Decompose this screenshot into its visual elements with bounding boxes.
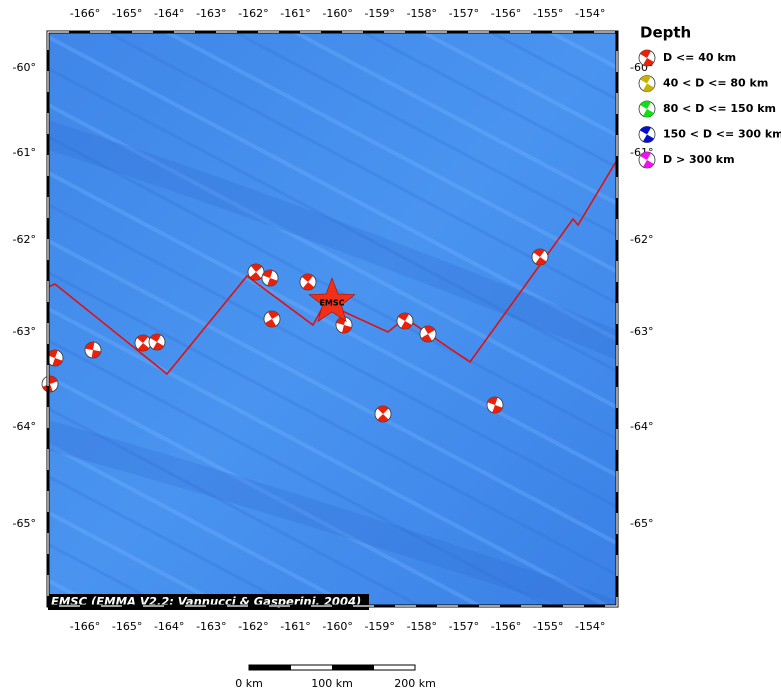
- bottom-label: -164°: [154, 620, 184, 633]
- top-label: -156°: [491, 7, 521, 20]
- bottom-label: -160°: [322, 620, 352, 633]
- beachball-quadrant: [47, 349, 63, 366]
- beachball-quadrant: [42, 375, 58, 392]
- legend-label: 80 < D <= 150 km: [663, 102, 776, 115]
- beachball-quadrant: [398, 313, 412, 329]
- left-label: -65°: [13, 517, 36, 530]
- bottom-label: -162°: [238, 620, 268, 633]
- beachball-quadrant: [640, 126, 654, 143]
- left-label: -60°: [13, 61, 36, 74]
- frame-ticks: [47, 31, 618, 607]
- beachball-quadrant: [136, 334, 150, 351]
- bottom-label: -161°: [280, 620, 310, 633]
- bottom-label: -158°: [407, 620, 437, 633]
- beachball-quadrant: [421, 326, 435, 342]
- bottom-label: -155°: [533, 620, 563, 633]
- top-label: -164°: [154, 7, 184, 20]
- bottom-label: -165°: [112, 620, 142, 633]
- bottom-label: -156°: [491, 620, 521, 633]
- left-label: -62°: [13, 233, 36, 246]
- top-label: -161°: [280, 7, 310, 20]
- beachball-quadrant: [640, 100, 654, 117]
- bathymetry: [48, 32, 617, 606]
- top-label: -162°: [238, 7, 268, 20]
- axis-labels: -166° -165° -164° -163° -162° -161° -160° -159°…: [13, 7, 654, 633]
- scale-label: 0 km: [235, 677, 263, 690]
- beachball-quadrant: [377, 405, 389, 423]
- legend: Depth D <= 40 km 40 < D <= 80 km 80 < D <=…: [638, 24, 781, 169]
- scale-label: 200 km: [394, 677, 436, 690]
- trough: [48, 120, 617, 360]
- scale-segment: [332, 665, 374, 670]
- beachball-quadrant: [262, 270, 278, 287]
- scale-bar: 0 km 100 km 200 km: [235, 664, 436, 690]
- beachball-quadrant: [85, 341, 101, 358]
- beachball-quadrant: [336, 316, 352, 334]
- bottom-label: -166°: [70, 620, 100, 633]
- scale-segment: [249, 665, 291, 670]
- top-label: -163°: [196, 7, 226, 20]
- top-label: -157°: [449, 7, 479, 20]
- scale-label: 100 km: [311, 677, 353, 690]
- beachball-quadrant: [640, 49, 654, 67]
- beachball-quadrant: [301, 273, 315, 290]
- right-label: -63°: [630, 325, 653, 338]
- beachball-quadrant: [533, 248, 547, 265]
- top-label: -160°: [322, 7, 352, 20]
- left-label: -61°: [13, 146, 36, 159]
- beachball-quadrant: [640, 151, 654, 168]
- bottom-label: -159°: [364, 620, 394, 633]
- left-label: -64°: [13, 420, 36, 433]
- beachball-quadrant: [265, 311, 279, 328]
- top-label: -155°: [533, 7, 563, 20]
- events: [41, 248, 549, 423]
- right-label: -62°: [630, 233, 653, 246]
- top-label: -158°: [407, 7, 437, 20]
- beachball-quadrant: [150, 333, 164, 350]
- left-label: -63°: [13, 325, 36, 338]
- beachball-quadrant: [249, 264, 263, 280]
- right-label: -65°: [630, 517, 653, 530]
- beachball-quadrant: [487, 397, 503, 414]
- legend-label: 40 < D <= 80 km: [663, 77, 768, 90]
- top-label: -166°: [70, 7, 100, 20]
- epicenter-star: [308, 277, 356, 323]
- legend-label: 150 < D <= 300 km: [663, 128, 781, 141]
- bottom-label: -163°: [196, 620, 226, 633]
- legend-title: Depth: [640, 24, 691, 42]
- epicenter-label: EMSC: [319, 299, 344, 308]
- legend-label: D <= 40 km: [663, 51, 736, 64]
- trough: [48, 420, 617, 606]
- top-label: -165°: [112, 7, 142, 20]
- top-label: -154°: [575, 7, 605, 20]
- bottom-label: -154°: [575, 620, 605, 633]
- plate-boundary: [47, 159, 618, 376]
- top-label: -159°: [364, 7, 394, 20]
- beachball-quadrant: [640, 75, 654, 92]
- right-label: -64°: [630, 420, 653, 433]
- legend-label: D > 300 km: [663, 153, 735, 166]
- legend-items: D <= 40 km 40 < D <= 80 km 80 < D <= 150 k…: [638, 49, 781, 169]
- map-area: EMSC EMSC (EMMA V2.2; Vannucci & Gasperi…: [41, 30, 619, 610]
- bottom-label: -157°: [449, 620, 479, 633]
